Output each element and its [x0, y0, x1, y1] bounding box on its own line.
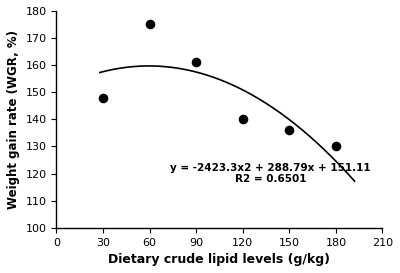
Point [146, 22, 153, 27]
X-axis label: Dietary crude lipid levels (g/kg): Dietary crude lipid levels (g/kg) [108, 253, 330, 266]
Point [333, 144, 339, 149]
Point [100, 96, 106, 100]
Point [286, 128, 292, 132]
Point [193, 60, 199, 65]
Point [240, 117, 246, 121]
Y-axis label: Weight gain rate (WGR, %): Weight gain rate (WGR, %) [7, 30, 20, 209]
Text: y = -2423.3x2 + 288.79x + 151.11
R2 = 0.6501: y = -2423.3x2 + 288.79x + 151.11 R2 = 0.… [170, 163, 371, 184]
